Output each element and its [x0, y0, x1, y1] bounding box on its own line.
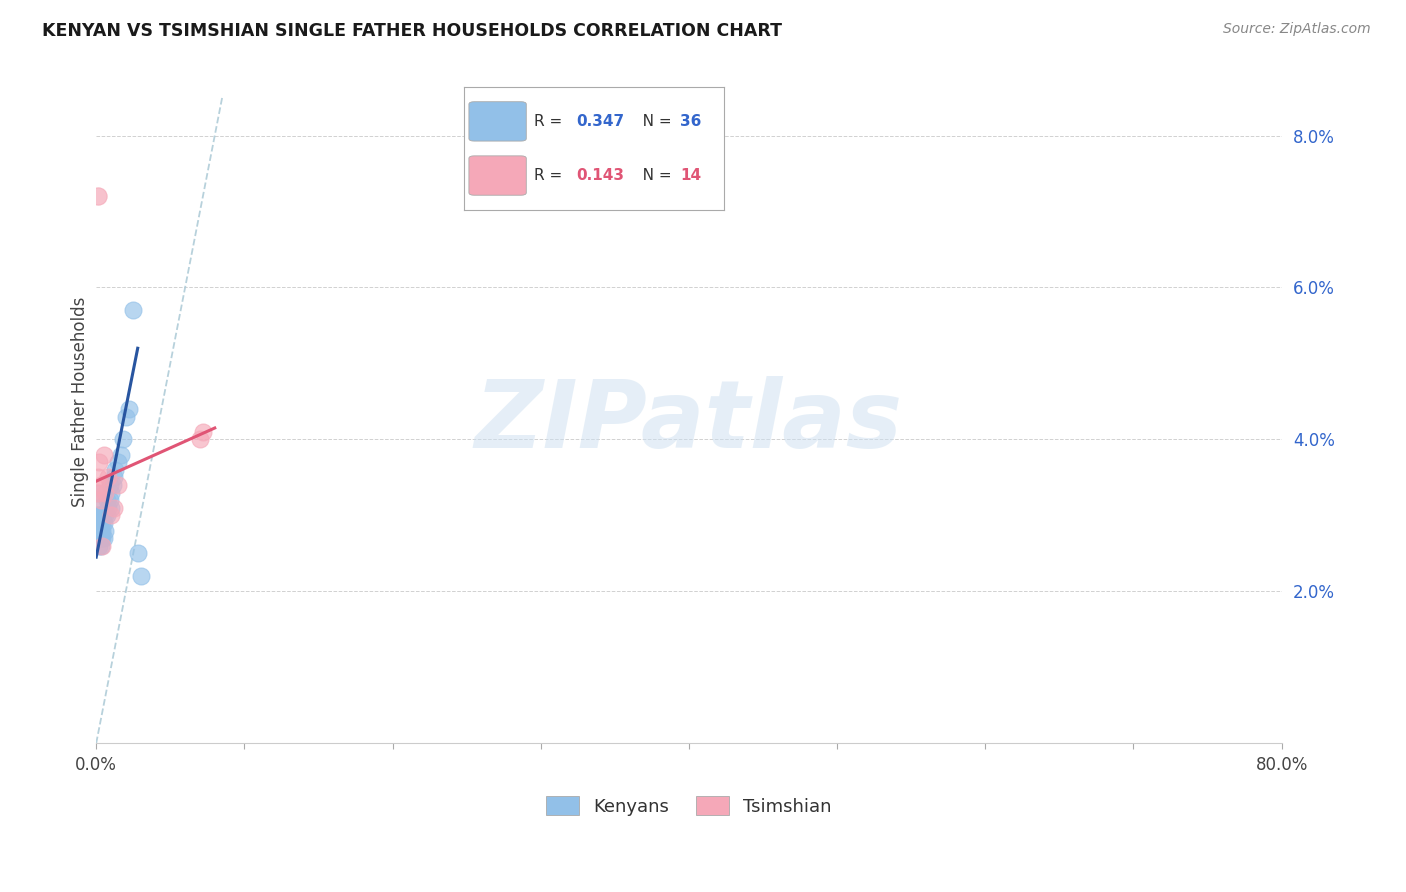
Point [100, 508, 122, 523]
Point [188, 433, 211, 447]
Point [90, 508, 112, 523]
Point [89, 524, 111, 538]
Point [89, 508, 111, 523]
Point [91, 516, 114, 530]
Text: Source: ZipAtlas.com: Source: ZipAtlas.com [1223, 22, 1371, 37]
Point [86, 508, 108, 523]
Point [90, 524, 112, 538]
Point [96, 493, 118, 508]
Point [90, 539, 112, 553]
Point [98, 493, 121, 508]
Y-axis label: Single Father Households: Single Father Households [72, 296, 89, 507]
Point [94, 508, 117, 523]
Point [118, 402, 141, 417]
Point [100, 500, 122, 515]
Point [191, 425, 214, 439]
Point [89, 539, 111, 553]
Point [103, 470, 125, 484]
Point [101, 478, 124, 492]
Point [97, 500, 120, 515]
Point [100, 485, 122, 500]
Point [103, 500, 125, 515]
Legend: Kenyans, Tsimshian: Kenyans, Tsimshian [538, 789, 839, 823]
Point [90, 478, 112, 492]
Point [107, 478, 129, 492]
Text: ZIPatlas: ZIPatlas [475, 376, 903, 468]
Point [110, 448, 132, 462]
Point [93, 531, 115, 545]
Point [93, 516, 115, 530]
Point [97, 470, 120, 484]
Point [86, 524, 108, 538]
Point [96, 508, 118, 523]
Point [86, 500, 108, 515]
Point [90, 531, 112, 545]
Text: KENYAN VS TSIMSHIAN SINGLE FATHER HOUSEHOLDS CORRELATION CHART: KENYAN VS TSIMSHIAN SINGLE FATHER HOUSEH… [42, 22, 782, 40]
Point [94, 524, 117, 538]
Point [111, 433, 134, 447]
Point [86, 470, 108, 484]
Point [129, 569, 152, 583]
Point [90, 493, 112, 508]
Point [104, 463, 127, 477]
Point [91, 539, 114, 553]
Point [115, 409, 138, 424]
Point [91, 524, 114, 538]
Point [107, 455, 129, 469]
Point [89, 455, 111, 469]
Point [93, 448, 115, 462]
Point [86, 485, 108, 500]
Point [86, 485, 108, 500]
Point [122, 303, 145, 318]
Point [98, 478, 121, 492]
Point [127, 546, 149, 560]
Point [91, 531, 114, 545]
Point [94, 485, 117, 500]
Point [86, 189, 108, 203]
